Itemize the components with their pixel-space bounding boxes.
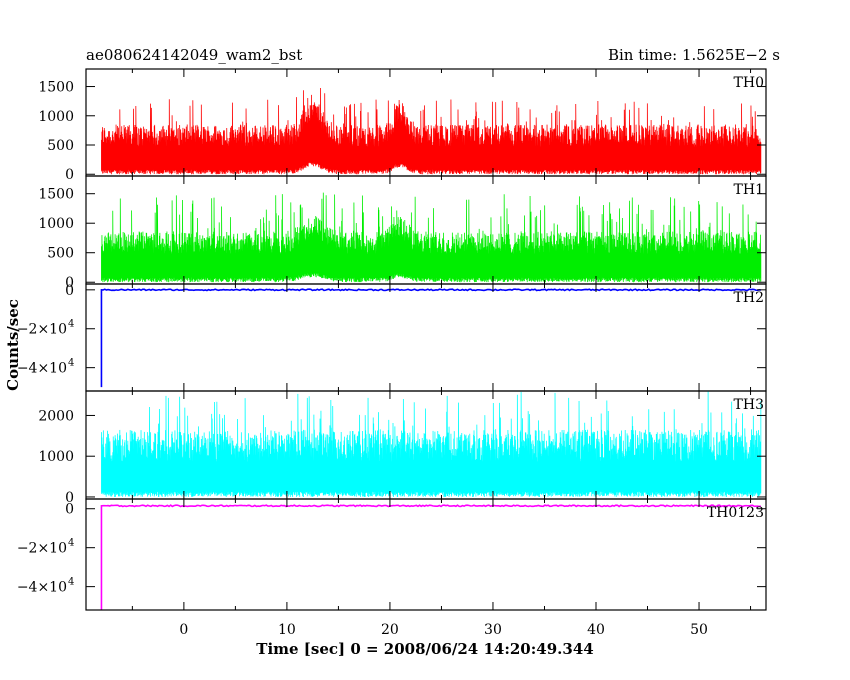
y-tick-label: 500	[47, 246, 74, 262]
series-th0	[101, 87, 762, 175]
x-tick-label: 20	[381, 622, 399, 638]
y-tick-label: −2×10	[17, 322, 67, 338]
y-tick-label: −4×10	[17, 580, 67, 596]
panel-th3: 0 1000 2000 TH3	[38, 390, 767, 506]
x-tick-label: 0	[179, 622, 188, 638]
y-tick-label: 2000	[38, 408, 74, 424]
chart-title-left: ae080624142049_wam2_bst	[86, 46, 302, 64]
series-th3	[101, 391, 762, 497]
y-tick-exponent: 4	[68, 319, 74, 330]
y-tick-exponent: 4	[68, 577, 74, 588]
y-tick-label: 1000	[38, 216, 74, 232]
y-tick-label: 1500	[38, 80, 74, 96]
panel-label: TH0123	[707, 505, 764, 521]
panel-label: TH3	[734, 397, 764, 413]
x-axis-label: Time [sec] 0 = 2008/06/24 14:20:49.344	[256, 640, 593, 658]
y-tick-label: 1500	[38, 187, 74, 203]
y-tick-label: −2×10	[17, 541, 67, 557]
panel-frame	[85, 283, 767, 392]
y-tick-label: 1000	[38, 109, 74, 125]
y-tick-label: −4×10	[17, 361, 67, 377]
y-tick-label: 0	[65, 275, 74, 291]
series-th1	[101, 192, 762, 283]
panel-label: TH2	[734, 290, 764, 306]
x-tick-label: 30	[484, 622, 502, 638]
x-tick-label: 40	[587, 622, 605, 638]
x-axis: 0 10 20 30 40 50	[179, 622, 708, 638]
y-axis-label: Counts/sec	[4, 299, 22, 391]
y-tick-exponent: 4	[68, 358, 74, 369]
x-tick-label: 50	[690, 622, 708, 638]
y-tick-label: 0	[65, 502, 74, 518]
y-tick-label: 0	[65, 283, 74, 299]
y-tick-label: 0	[65, 167, 74, 183]
panel-frame	[85, 498, 767, 611]
y-tick-exponent: 4	[68, 538, 74, 549]
panel-th1: 0 500 1000 1500 TH1	[38, 175, 767, 291]
chart-title-right: Bin time: 1.5625E−2 s	[608, 46, 780, 64]
x-tick-label: 10	[278, 622, 296, 638]
panel-th0: 0 500 1000 1500 TH0	[38, 68, 767, 183]
panel-label: TH1	[734, 182, 764, 198]
y-tick-label: 500	[47, 138, 74, 154]
series-th0123	[100, 504, 761, 610]
y-tick-label: 0	[65, 490, 74, 506]
series-th2	[100, 288, 761, 388]
panel-label: TH0	[734, 75, 764, 91]
y-tick-label: 1000	[38, 449, 74, 465]
